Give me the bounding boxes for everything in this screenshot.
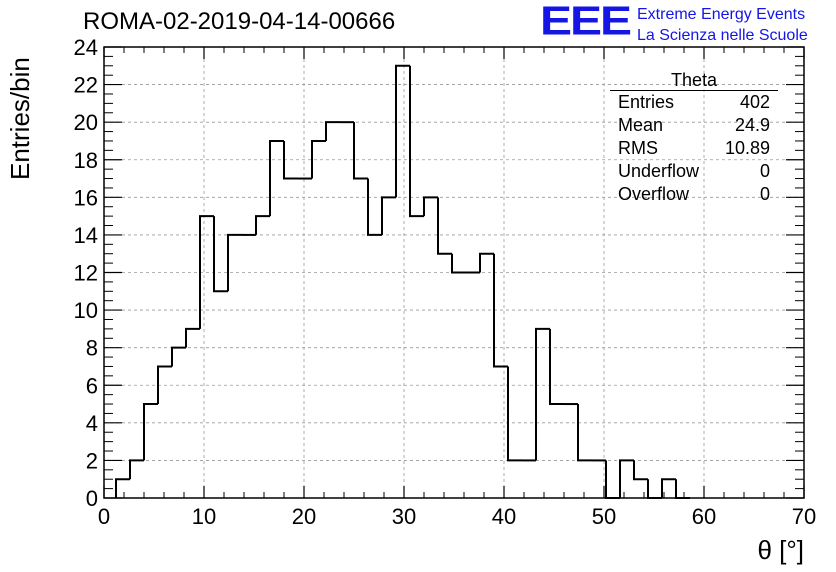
x-tick-label: 30 <box>392 504 416 529</box>
x-tick-label: 50 <box>592 504 616 529</box>
histogram-bin <box>451 253 466 274</box>
chart-title: ROMA-02-2019-04-14-00666 <box>83 8 396 35</box>
histogram-bin <box>353 122 368 180</box>
x-tick-label: 40 <box>492 504 516 529</box>
histogram-bin <box>535 327 550 461</box>
histogram-bin <box>227 233 242 292</box>
histogram-bin <box>619 459 634 498</box>
y-tick-label: 6 <box>86 373 98 398</box>
stats-label: Overflow <box>618 184 690 204</box>
stats-title: Theta <box>610 70 778 91</box>
y-tick-label: 0 <box>86 486 98 511</box>
histogram-bin <box>325 121 340 141</box>
x-tick-label: 60 <box>692 504 716 529</box>
histogram-bin <box>605 460 620 499</box>
stats-label: Mean <box>618 115 664 135</box>
histogram-bin <box>115 478 130 498</box>
plot-frame <box>103 46 805 499</box>
y-axis-label: Entries/bin <box>5 57 35 180</box>
stats-value: 0 <box>759 161 770 181</box>
stats-value: 10.89 <box>724 138 770 158</box>
stats-row-overflow: Overflow 0 <box>610 183 778 206</box>
logo-line-1: Extreme Energy Events <box>637 6 806 23</box>
histogram-bin <box>633 460 648 481</box>
stats-row-entries: Entries 402 <box>610 91 778 114</box>
y-tick-label: 16 <box>74 185 98 210</box>
histogram-bin <box>493 253 508 368</box>
stats-value: 0 <box>759 184 770 204</box>
histogram-bin <box>479 252 494 273</box>
logo-caption: Extreme Energy Events La Scienza nelle S… <box>637 4 808 46</box>
histogram-bin <box>283 140 298 180</box>
logo-line-2: La Scienza nelle Scuole <box>637 27 808 44</box>
histogram-bin <box>171 346 186 367</box>
histogram-bin <box>157 365 172 405</box>
histogram-bin <box>143 403 158 461</box>
stats-value: 402 <box>739 92 770 112</box>
histogram-bin <box>409 65 424 218</box>
histogram-bin <box>185 327 200 348</box>
histogram-bin <box>423 196 438 217</box>
x-axis-label: θ [°] <box>757 535 804 565</box>
eee-logo: EEE <box>540 0 632 44</box>
histogram-bin <box>647 479 662 499</box>
x-tick-label: 0 <box>98 504 110 529</box>
stats-row-mean: Mean 24.9 <box>610 114 778 137</box>
histogram-bin <box>577 404 592 462</box>
y-tick-label: 18 <box>74 148 98 173</box>
stats-label: Underflow <box>618 161 700 181</box>
histogram-bars <box>115 64 690 499</box>
x-tick-label: 70 <box>792 504 816 529</box>
histogram-bin <box>199 215 214 329</box>
stats-box: Theta Entries 402 Mean 24.9 RMS 10.89 Un… <box>610 70 778 206</box>
y-tick-label: 12 <box>74 261 98 286</box>
y-tick-label: 20 <box>74 110 98 135</box>
y-tick-label: 10 <box>74 298 98 323</box>
histogram-bin <box>367 178 382 236</box>
histogram-bin <box>437 197 452 255</box>
stats-label: Entries <box>618 92 675 112</box>
histogram-bin <box>129 459 144 480</box>
histogram-bin <box>549 328 564 406</box>
y-tick-label: 4 <box>86 411 98 436</box>
histogram-bin <box>675 479 690 499</box>
y-tick-label: 14 <box>74 223 98 248</box>
y-tick-label: 8 <box>86 336 98 361</box>
stats-row-rms: RMS 10.89 <box>610 137 778 160</box>
y-tick-label: 2 <box>86 448 98 473</box>
stats-label: RMS <box>618 138 658 158</box>
histogram-bin <box>213 216 228 293</box>
histogram-bin <box>255 215 270 235</box>
histogram-bin <box>311 139 326 179</box>
x-tick-label: 10 <box>192 504 216 529</box>
y-tick-label: 24 <box>74 35 98 60</box>
x-tick-label: 20 <box>292 504 316 529</box>
histogram-bin <box>507 366 522 462</box>
stats-value: 24.9 <box>734 115 770 135</box>
histogram-bin <box>269 139 284 217</box>
histogram-bin <box>381 196 396 235</box>
histogram-bin <box>395 64 410 198</box>
histogram-bin <box>661 478 676 498</box>
y-tick-label: 22 <box>74 73 98 98</box>
stats-row-underflow: Underflow 0 <box>610 160 778 183</box>
